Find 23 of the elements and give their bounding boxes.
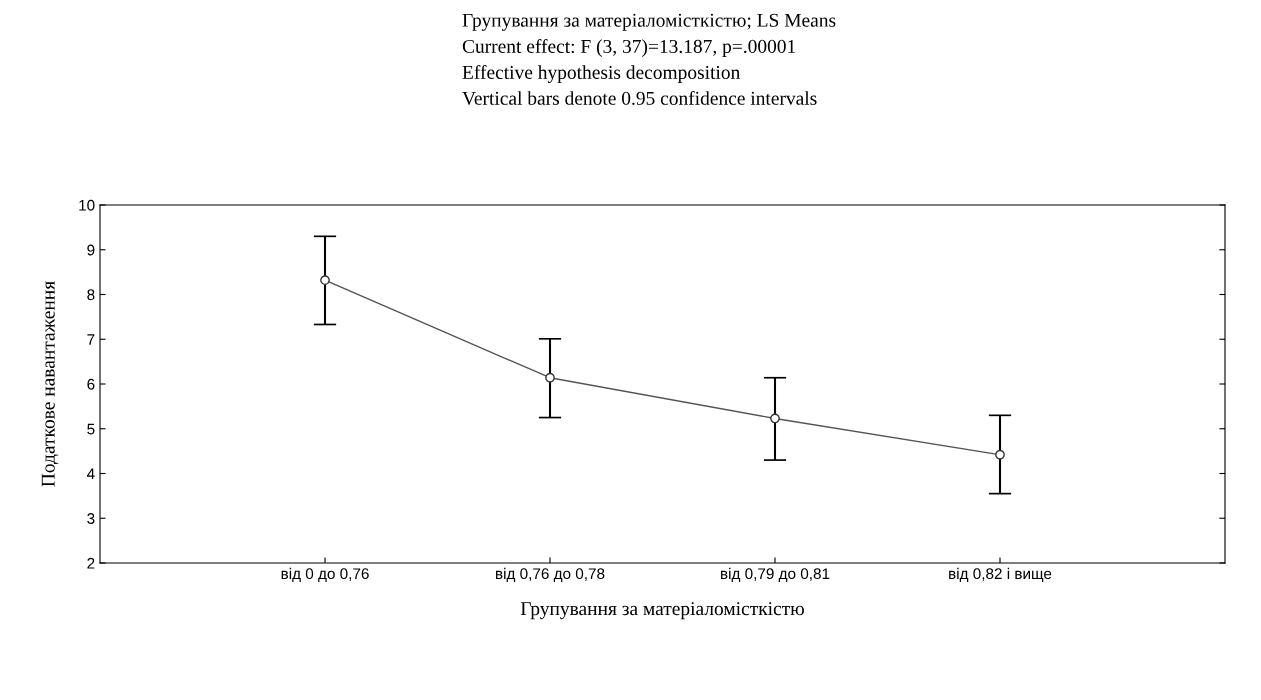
y-tick-label: 7 <box>87 334 95 345</box>
x-tick-label: від 0,82 і вище <box>949 567 1052 582</box>
chart-title: Групування за матеріаломісткістю; LS Means <box>462 13 836 31</box>
point <box>320 275 330 286</box>
point <box>545 372 555 383</box>
point <box>770 413 780 424</box>
x-axis-title: Групування за матеріаломісткістю <box>520 602 804 620</box>
y-tick-label: 8 <box>87 289 95 301</box>
x-tick-label: від 0,79 до 0,81 <box>721 567 830 582</box>
text: Current effect: F (3, 37)=13.187, p=.00001 <box>462 39 796 57</box>
y-tick-label: 9 <box>87 244 95 256</box>
y-axis-title: Податкове навантаження <box>41 281 59 487</box>
text: Vertical bars denote 0.95 confidence intervals <box>462 90 817 105</box>
text: Effective hypothesis decomposition <box>462 65 741 83</box>
y-tick-label: 10 <box>79 199 95 211</box>
x-tick-label: від 0 до 0,76 <box>281 567 369 582</box>
y-tick-label: 4 <box>86 468 95 480</box>
y-tick-label: 5 <box>87 423 95 435</box>
x-tick-label: від 0,76 до 0,78 <box>496 567 605 582</box>
y-tick-label: 2 <box>87 557 95 569</box>
y-tick-label: 3 <box>87 513 95 524</box>
point <box>995 449 1005 460</box>
y-tick-label: 6 <box>87 378 95 390</box>
